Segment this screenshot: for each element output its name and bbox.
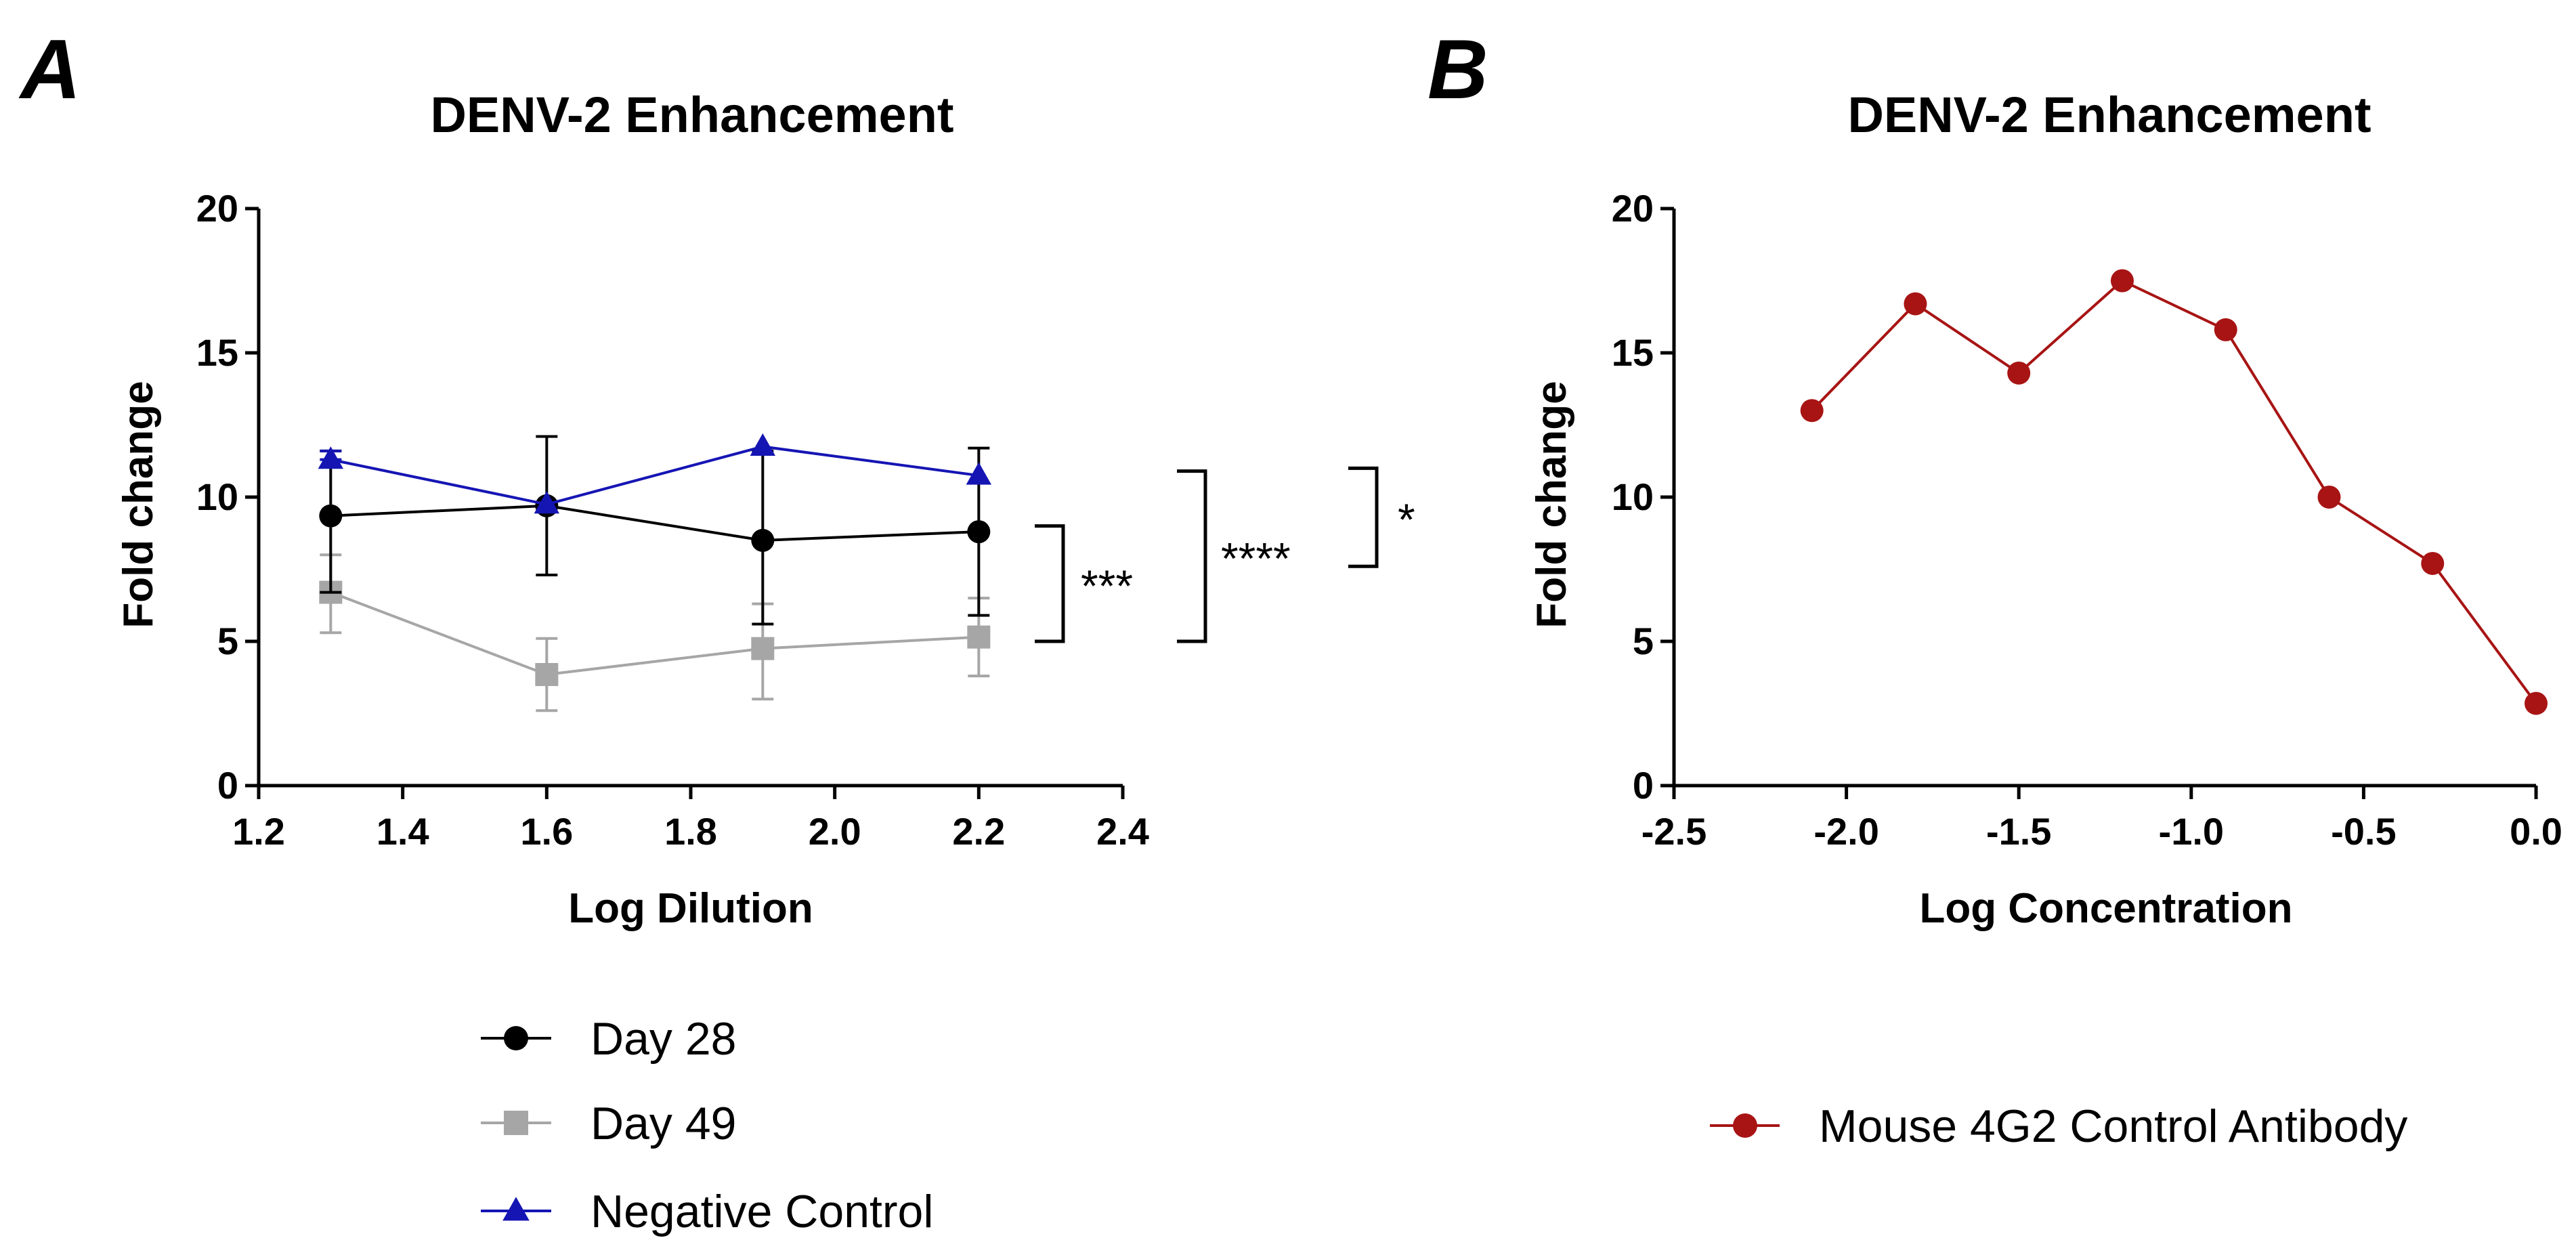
data-point bbox=[2110, 269, 2134, 293]
data-point bbox=[2525, 691, 2548, 715]
significance-bracket bbox=[1177, 469, 1207, 643]
panel-b-y-tick-label: 15 bbox=[1612, 331, 1654, 374]
panel-b-x-tick-label: -0.5 bbox=[2331, 810, 2397, 853]
panel-b-y-axis-label: Fold change bbox=[1528, 381, 1575, 628]
data-point bbox=[967, 520, 991, 544]
data-point bbox=[967, 625, 991, 649]
panel-a-x-tick-label: 2.2 bbox=[952, 810, 1005, 853]
data-point bbox=[1800, 399, 1824, 423]
panel-b-axes: 0 5 10 15 20 -2.5 -2.0 -1.5 -1.0 -0.5 0.0 bbox=[1612, 187, 2562, 853]
panel-b: B DENV-2 Enhancement Fold change Log Con… bbox=[1427, 23, 2562, 1152]
legend-marker bbox=[504, 1026, 528, 1050]
panel-a-y-tick-label: 20 bbox=[196, 187, 238, 230]
series-line bbox=[330, 445, 979, 506]
panel-a-plot-area bbox=[318, 433, 992, 712]
panel-b-letter: B bbox=[1427, 23, 1488, 116]
data-point bbox=[534, 491, 560, 514]
panel-a-x-tick-label: 1.8 bbox=[664, 810, 717, 853]
legend-label: Day 49 bbox=[591, 1098, 736, 1149]
panel-b-x-tick-label: -1.5 bbox=[1986, 810, 2052, 853]
panel-a-y-axis-label: Fold change bbox=[115, 381, 162, 628]
panel-b-y-tick-label: 5 bbox=[1633, 620, 1654, 662]
panel-a-x-tick-label: 1.2 bbox=[232, 810, 285, 853]
panel-a-y-tick-label: 5 bbox=[217, 620, 238, 662]
data-point bbox=[2007, 361, 2031, 385]
panel-a-y-tick-label: 15 bbox=[196, 331, 238, 374]
legend-label: Negative Control bbox=[591, 1186, 933, 1237]
panel-b-x-tick-label: -2.0 bbox=[1813, 810, 1879, 853]
significance-bracket bbox=[1348, 466, 1379, 568]
data-point bbox=[750, 433, 776, 456]
data-point bbox=[1904, 292, 1927, 316]
data-point bbox=[2421, 551, 2445, 575]
panel-b-x-tick-label: -1.0 bbox=[2159, 810, 2225, 853]
panel-b-legend: Mouse 4G2 Control Antibody bbox=[1710, 1101, 2407, 1152]
panel-b-y-tick-label: 10 bbox=[1612, 475, 1654, 518]
legend-marker bbox=[504, 1111, 528, 1135]
series-line bbox=[330, 591, 979, 677]
panel-a-letter: A bbox=[18, 23, 81, 116]
data-point bbox=[319, 504, 343, 528]
panel-a-title: DENV-2 Enhancement bbox=[430, 87, 953, 143]
panel-a-legend: Day 28 Day 49 Negative Control bbox=[481, 1013, 933, 1237]
significance-label: *** bbox=[1081, 561, 1133, 611]
data-point bbox=[751, 528, 775, 552]
data-point bbox=[318, 446, 344, 469]
panel-b-y-tick-label: 20 bbox=[1612, 187, 1654, 230]
data-point bbox=[535, 662, 559, 686]
series-line bbox=[1811, 279, 2537, 704]
data-point bbox=[751, 637, 775, 660]
panel-b-title: DENV-2 Enhancement bbox=[1847, 87, 2371, 143]
legend-label: Day 28 bbox=[591, 1013, 736, 1065]
panel-a-x-tick-label: 1.4 bbox=[377, 810, 429, 853]
panel-b-x-tick-label: -2.5 bbox=[1641, 810, 1707, 853]
legend-label: Mouse 4G2 Control Antibody bbox=[1819, 1101, 2407, 1152]
panel-a-y-tick-label: 0 bbox=[217, 764, 238, 807]
panel-a-x-tick-label: 2.0 bbox=[809, 810, 861, 853]
panel-b-x-axis-label: Log Concentration bbox=[1919, 885, 2292, 932]
panel-a-x-tick-label: 2.4 bbox=[1096, 810, 1149, 853]
panel-a-y-tick-label: 10 bbox=[196, 475, 238, 518]
panel-a-significance: ******** bbox=[1035, 466, 1415, 643]
panel-b-plot-area bbox=[1800, 269, 2548, 715]
significance-label: * bbox=[1398, 494, 1415, 545]
panel-b-x-tick-label: 0.0 bbox=[2510, 810, 2562, 853]
panel-a-x-tick-label: 1.6 bbox=[520, 810, 573, 853]
significance-label: **** bbox=[1221, 533, 1291, 583]
legend-marker bbox=[502, 1197, 530, 1221]
panel-a-x-axis-label: Log Dilution bbox=[568, 885, 813, 932]
panel-a: A DENV-2 Enhancement Fold change Log Dil… bbox=[18, 23, 1415, 1237]
data-point bbox=[2317, 486, 2341, 509]
panel-a-axes: 0 5 10 15 20 1.2 1.4 1.6 1.8 2.0 2.2 2.4 bbox=[196, 187, 1149, 853]
series-line bbox=[330, 504, 979, 542]
significance-bracket bbox=[1035, 524, 1065, 643]
panel-b-y-tick-label: 0 bbox=[1633, 764, 1654, 807]
data-point bbox=[966, 462, 992, 485]
data-point bbox=[2214, 318, 2237, 341]
legend-marker bbox=[1733, 1113, 1757, 1138]
